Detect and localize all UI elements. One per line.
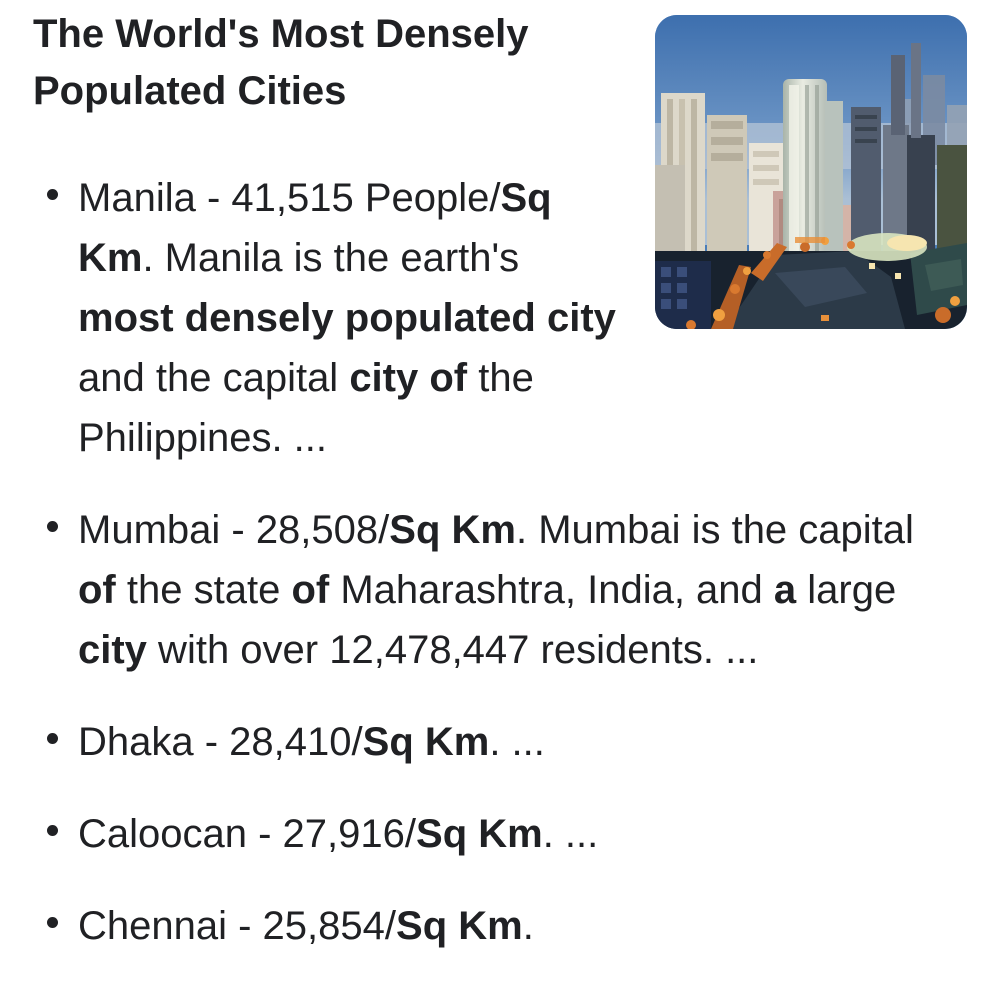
list-item-text: Manila - 41,515 People/Sq Km. Manila is … — [78, 176, 616, 460]
bullet-dot — [47, 189, 58, 200]
city-thumbnail[interactable] — [655, 15, 967, 329]
bullet-dot — [47, 917, 58, 928]
list-item: Caloocan - 27,916/Sq Km. ... — [47, 804, 950, 864]
list-item-text: Mumbai - 28,508/Sq Km. Mumbai is the cap… — [78, 508, 914, 672]
list-item-text: Dhaka - 28,410/Sq Km. ... — [78, 720, 545, 764]
list-item-text: Caloocan - 27,916/Sq Km. ... — [78, 812, 599, 856]
list-item-text: Chennai - 25,854/Sq Km. — [78, 904, 534, 948]
bullet-dot — [47, 521, 58, 532]
city-list: Manila - 41,515 People/Sq Km. Manila is … — [0, 168, 1006, 956]
list-item: Dhaka - 28,410/Sq Km. ... — [47, 712, 950, 772]
list-item: Mumbai - 28,508/Sq Km. Mumbai is the cap… — [47, 500, 950, 680]
list-item: Manila - 41,515 People/Sq Km. Manila is … — [47, 168, 623, 468]
list-item: Chennai - 25,854/Sq Km. — [47, 896, 950, 956]
bullet-dot — [47, 825, 58, 836]
city-skyline-graphic — [655, 15, 967, 329]
snippet-title: The World's Most Densely Populated Citie… — [33, 12, 529, 113]
bullet-dot — [47, 733, 58, 744]
